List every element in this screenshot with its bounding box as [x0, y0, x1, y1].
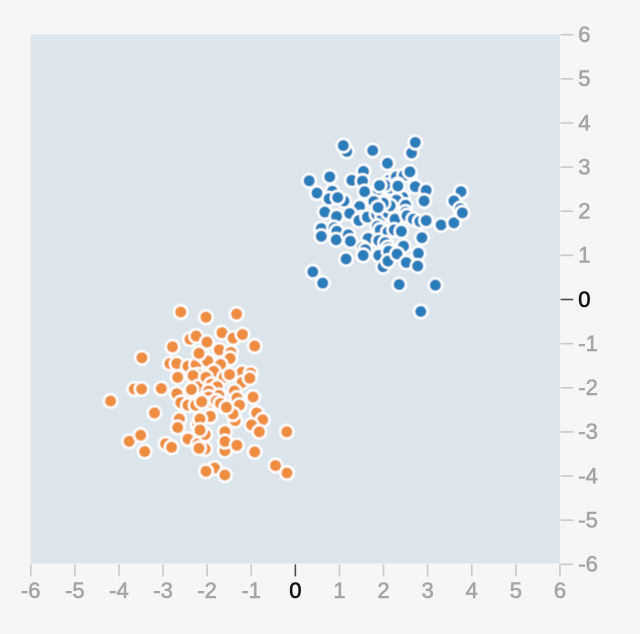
- svg-text:4: 4: [578, 110, 590, 135]
- svg-text:0: 0: [578, 287, 590, 312]
- svg-text:-4: -4: [109, 578, 129, 603]
- svg-text:-4: -4: [578, 463, 598, 488]
- svg-text:-3: -3: [153, 578, 173, 603]
- svg-text:-2: -2: [578, 375, 598, 400]
- svg-text:-2: -2: [197, 578, 217, 603]
- svg-text:-5: -5: [65, 578, 85, 603]
- svg-text:3: 3: [578, 154, 590, 179]
- svg-text:-1: -1: [578, 331, 598, 356]
- svg-text:2: 2: [377, 578, 389, 603]
- svg-text:0: 0: [289, 578, 301, 603]
- svg-text:5: 5: [510, 578, 522, 603]
- svg-text:5: 5: [578, 66, 590, 91]
- svg-text:1: 1: [578, 243, 590, 268]
- svg-text:-5: -5: [578, 507, 598, 532]
- svg-text:2: 2: [578, 199, 590, 224]
- svg-text:6: 6: [554, 578, 566, 603]
- svg-text:4: 4: [466, 578, 478, 603]
- svg-text:3: 3: [422, 578, 434, 603]
- svg-text:-6: -6: [578, 552, 598, 577]
- svg-text:1: 1: [333, 578, 345, 603]
- svg-text:-3: -3: [578, 419, 598, 444]
- svg-text:6: 6: [578, 22, 590, 47]
- svg-text:-1: -1: [241, 578, 261, 603]
- svg-text:-6: -6: [21, 578, 41, 603]
